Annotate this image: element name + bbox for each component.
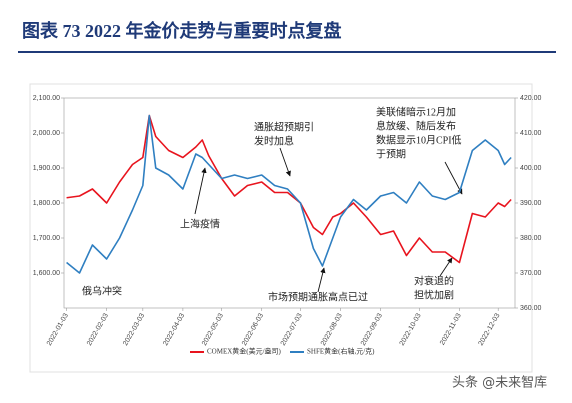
- x-tick-label: 2022-02-03: [86, 312, 110, 347]
- y2-tick-label: 400.00: [520, 165, 542, 172]
- x-tick-label: 2022-05-03: [201, 312, 225, 347]
- arrow: [279, 147, 291, 177]
- arrow: [439, 257, 453, 277]
- x-tick-label: 2022-08-03: [320, 312, 344, 347]
- annotation: 上海疫情: [180, 217, 220, 230]
- x-tick-label: 2022-06-03: [241, 312, 265, 347]
- x-tick-label: 2022-12-03: [478, 312, 502, 347]
- annotation: 通胀超预期引: [254, 120, 314, 133]
- y-tick-label: 2,000.00: [33, 130, 60, 137]
- annotation: 担忧加剧: [414, 288, 454, 301]
- x-tick-label: 2022-04-03: [162, 312, 186, 347]
- annotation: 数据显示10月CPI低: [376, 133, 462, 146]
- y2-tick-label: 390.00: [520, 200, 542, 207]
- annotation: 于预期: [376, 148, 406, 160]
- series-line: [66, 114, 512, 274]
- annotation: 息放缓、随后发布: [376, 119, 456, 132]
- y2-tick-label: 420.00: [520, 95, 542, 102]
- x-tick-label: 2022-03-03: [122, 312, 146, 347]
- x-tick-label: 2022-07-03: [280, 312, 304, 347]
- watermark: 头条 @未来智库: [452, 375, 547, 391]
- x-tick-label: 2022-10-03: [399, 312, 423, 347]
- annotation: 俄乌冲突: [82, 284, 122, 297]
- arrows: [194, 147, 463, 293]
- y-tick-label: 1,700.00: [33, 235, 60, 242]
- arrow: [317, 267, 326, 293]
- arrow: [444, 161, 463, 195]
- series-line: [66, 114, 512, 264]
- x-tick-label: 2022-09-03: [360, 312, 384, 347]
- y-tick-label: 1,800.00: [33, 200, 60, 207]
- y2-tick-label: 360.00: [520, 305, 542, 312]
- chart-frame: [29, 83, 533, 373]
- y2-tick-label: 410.00: [520, 130, 542, 137]
- annotation: 市场预期通胀高点已过: [268, 290, 368, 303]
- y-tick-label: 1,900.00: [33, 165, 60, 172]
- y2-tick-label: 370.00: [520, 270, 542, 277]
- legend-label: COMEX黄金(美元/盎司): [207, 347, 282, 356]
- annotation: 发时加息: [254, 134, 294, 147]
- annotation: 美联储暗示12月加: [376, 105, 456, 118]
- y-tick-label: 1,600.00: [33, 270, 60, 277]
- chart-title: 图表 73 2022 年金价走势与重要时点复盘: [22, 20, 342, 41]
- x-tick-label: 2022-01-03: [46, 312, 70, 347]
- arrow: [194, 167, 207, 215]
- x-tick-label: 2022-11-03: [439, 312, 463, 346]
- legend-label: SHFE黄金(右轴,元/克): [307, 347, 375, 356]
- annotation: 对衰退的: [414, 274, 454, 287]
- y-tick-label: 2,100.00: [33, 95, 60, 102]
- y2-tick-label: 380.00: [520, 235, 542, 242]
